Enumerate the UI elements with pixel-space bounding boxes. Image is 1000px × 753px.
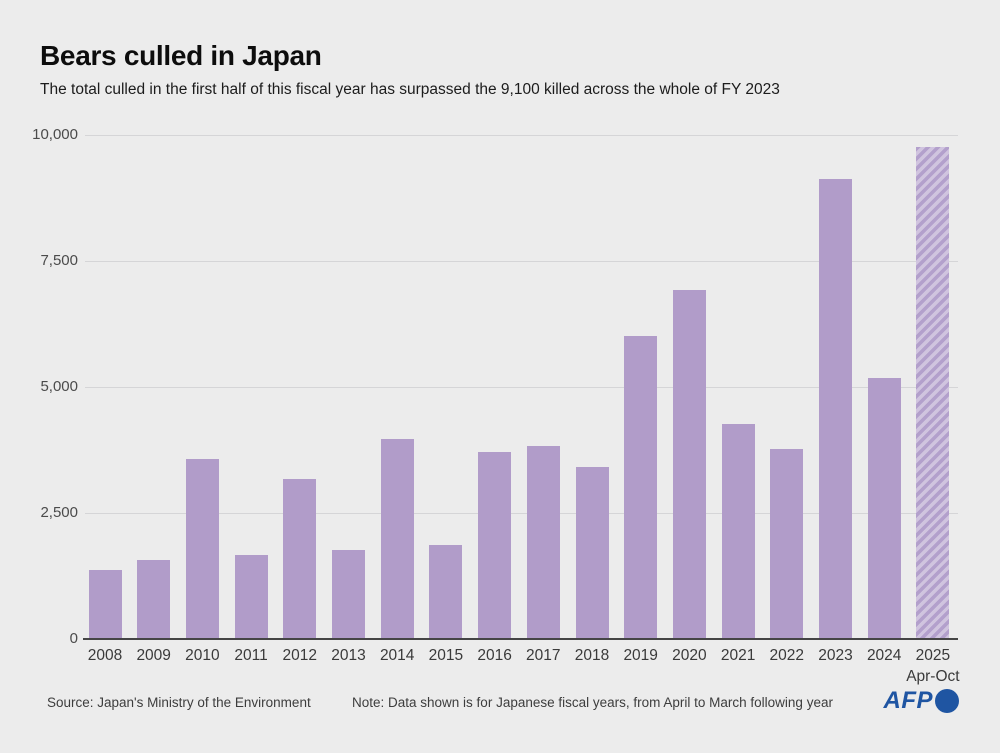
y-tick-label-7500: 7,500 (40, 252, 78, 269)
x-tick-label-2008: 2008 (87, 647, 123, 664)
bar-2013 (332, 549, 365, 638)
bar-2012 (283, 479, 317, 638)
bar-2018 (575, 466, 609, 638)
bar-2024 (867, 378, 901, 638)
x-tick-label-2013: 2013 (331, 647, 366, 664)
page-title: Bears culled in Japan (40, 40, 322, 71)
bar-2009 (137, 559, 171, 638)
bar-2023 (819, 179, 852, 638)
x-tick-label-2020: 2020 (672, 647, 707, 664)
bar-2010 (185, 459, 219, 638)
x-tick-label-2017: 2017 (526, 647, 561, 664)
x-axis-line (83, 638, 958, 640)
gridline-10000 (85, 134, 958, 136)
bar-2017 (526, 446, 560, 638)
x-tick-label-2021: 2021 (720, 647, 756, 664)
source-note: Source: Japan's Ministry of the Environm… (47, 695, 311, 710)
x-tick-label-2014: 2014 (379, 647, 415, 664)
x-tick-label-2009: 2009 (136, 647, 171, 664)
afp-logo: AFP (883, 687, 959, 715)
bar-2019 (624, 335, 658, 638)
x-tick-label-2023: 2023 (818, 647, 853, 664)
y-tick-label-10000: 10,000 (32, 126, 78, 143)
gridline-2500 (85, 512, 958, 514)
x-tick-label-2019: 2019 (623, 647, 658, 664)
x-tick-label-2024: 2024 (866, 647, 902, 664)
bar-2016 (478, 451, 512, 638)
x-tick-label-2016: 2016 (477, 647, 512, 664)
bar-2008 (88, 569, 122, 638)
chart-subtitle: The total culled in the first half of th… (40, 81, 780, 98)
x-tick-label-2018: 2018 (574, 647, 610, 664)
x-tick-sublabel-2025: Apr-Oct (906, 667, 960, 685)
x-tick-label-2012: 2012 (282, 647, 318, 664)
afp-logo-text: AFP (883, 687, 933, 714)
bar-chart-plot-area (83, 134, 958, 640)
bar-2022 (770, 449, 804, 638)
gridline-7500 (85, 260, 958, 262)
y-tick-label-5000: 5,000 (40, 378, 78, 395)
x-tick-label-2015: 2015 (428, 647, 464, 664)
y-tick-label-0: 0 (69, 630, 78, 647)
bar-2021 (721, 423, 755, 638)
x-tick-label-2022: 2022 (769, 647, 805, 664)
bar-2020 (672, 290, 706, 638)
gridline-5000 (85, 386, 958, 388)
bar-2011 (234, 554, 268, 638)
afp-globe-icon (935, 689, 959, 713)
bar-2025 (916, 146, 950, 638)
bar-2014 (380, 438, 414, 638)
y-tick-label-2500: 2,500 (40, 504, 78, 521)
bar-2015 (429, 544, 463, 638)
x-tick-label-2011: 2011 (234, 647, 268, 664)
x-tick-label-2010: 2010 (185, 647, 220, 664)
fiscal-year-note: Note: Data shown is for Japanese fiscal … (352, 695, 833, 710)
x-tick-label-2025: 2025 Apr-Oct (896, 646, 970, 688)
